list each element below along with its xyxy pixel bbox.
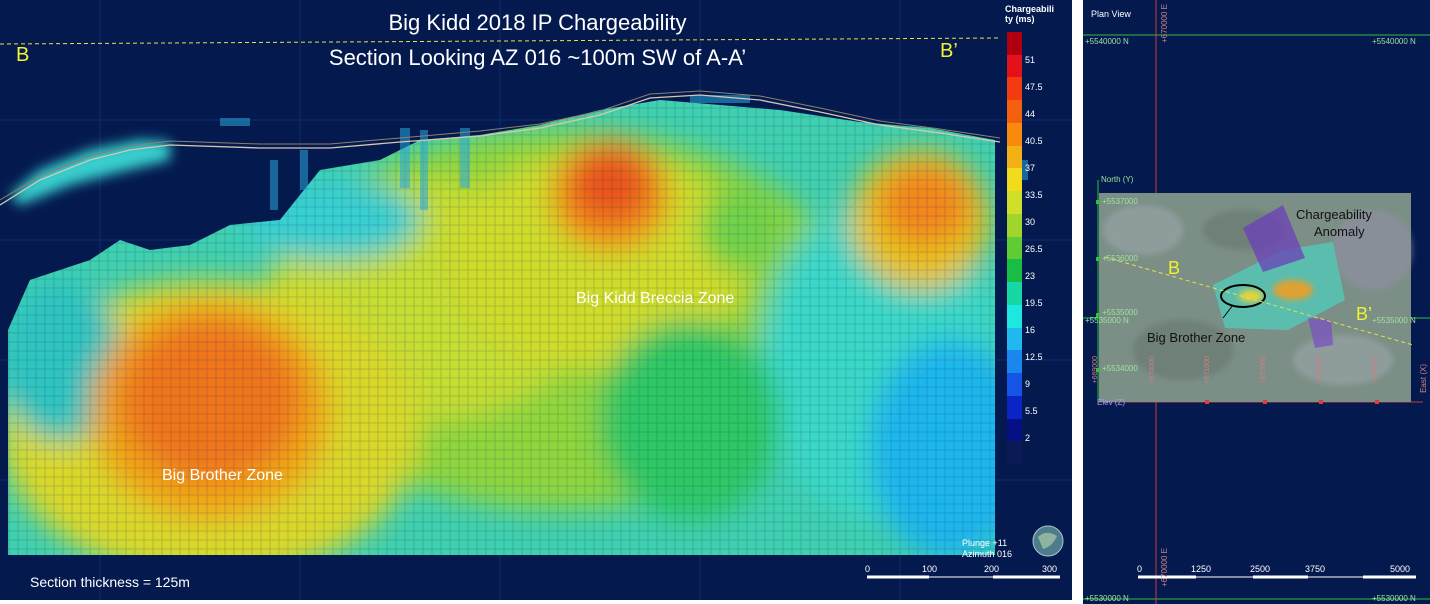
legend-tick-label: 16 <box>1025 325 1036 335</box>
legend-tick-label: 51 <box>1025 55 1036 65</box>
legend-tick-label: 23 <box>1025 271 1036 281</box>
elev-axis-label: Elev (Z) <box>1097 398 1125 407</box>
grid-label-mid-left: +5535000 N <box>1085 316 1129 325</box>
legend-tick-label: 26.5 <box>1025 244 1043 254</box>
legend-color-swatch <box>1007 77 1022 101</box>
azimuth-label: Azimuth 016 <box>962 549 1013 559</box>
legend-color-swatch <box>1007 236 1022 260</box>
legend-title: Chargeabili ty (ms) <box>1005 4 1054 24</box>
plan-view-map <box>1083 0 1430 604</box>
section-thickness-label: Section thickness = 125m <box>30 574 190 590</box>
legend-color-swatch <box>1007 282 1022 306</box>
grid-label-mid-right: +5535000 N <box>1372 316 1416 325</box>
east-tick-label: +672000 <box>1260 356 1267 384</box>
section-scale-tick: 300 <box>1042 564 1058 574</box>
label-big-brother-zone: Big Brother Zone <box>162 467 283 484</box>
plan-scale-tick: 5000 <box>1390 564 1411 574</box>
plan-scale-tick: 1250 <box>1191 564 1212 574</box>
legend-color-swatch <box>1007 145 1022 169</box>
plan-view-title: Plan View <box>1091 9 1131 19</box>
legend-color-swatch <box>1007 259 1022 283</box>
plan-scale-tick: 2500 <box>1250 564 1271 574</box>
legend-tick-label: 33.5 <box>1025 190 1043 200</box>
plan-scale-tick: 3750 <box>1305 564 1326 574</box>
east-tick-label: +669000 <box>1092 356 1099 384</box>
legend-color-swatch <box>1007 304 1022 329</box>
legend-color-swatch <box>1007 54 1022 78</box>
legend-tick-label: 12.5 <box>1025 352 1043 362</box>
legend-title-line2: ty (ms) <box>1005 14 1035 24</box>
legend-color-swatch <box>1007 395 1022 420</box>
legend-color-swatch <box>1007 350 1022 374</box>
legend-color-swatch <box>1007 32 1022 56</box>
grid-label-bottom-right: +5530000 N <box>1372 594 1416 603</box>
section-title-line1: Big Kidd 2018 IP Chargeability <box>388 10 687 35</box>
legend-tick-label: 5.5 <box>1025 406 1038 416</box>
legend-color-swatch <box>1007 213 1022 238</box>
east-axis-label: East (X) <box>1419 364 1428 393</box>
section-view-panel[interactable]: Big Kidd 2018 IP Chargeability Section L… <box>0 0 1072 600</box>
legend-tick-label: 44 <box>1025 109 1036 119</box>
north-tick-label: +5537000 <box>1102 197 1138 206</box>
legend-color-swatch <box>1007 100 1022 124</box>
section-label-b-prime: B’ <box>940 40 958 62</box>
label-big-kidd-breccia-zone: Big Kidd Breccia Zone <box>576 290 735 307</box>
north-tick-label: +5534000 <box>1102 364 1138 373</box>
legend-color-swatch <box>1007 327 1022 351</box>
legend-color-swatch <box>1007 168 1022 192</box>
north-tick-label: +5535000 <box>1102 308 1138 317</box>
legend-title-line1: Chargeabili <box>1005 4 1055 14</box>
chargeability-anomaly-label: Chargeability Anomaly <box>1296 206 1372 240</box>
grid-label-top-right: +5540000 N <box>1372 37 1416 46</box>
plan-view-panel[interactable]: Plan View +5540000 N +5540000 N +5535000… <box>1083 0 1430 604</box>
east-tick-label: +670000 <box>1149 356 1156 384</box>
legend-tick-label: 37 <box>1025 163 1036 173</box>
anomaly-label-line2: Anomaly <box>1314 224 1365 239</box>
plan-label-b: B <box>1168 258 1181 278</box>
legend-color-swatch <box>1007 441 1022 465</box>
plan-big-brother-zone-label: Big Brother Zone <box>1147 330 1246 345</box>
chargeability-colorbar <box>1007 32 1022 465</box>
legend-color-swatch <box>1007 418 1022 442</box>
anomaly-label-line1: Chargeability <box>1296 207 1372 222</box>
section-title-line2: Section Looking AZ 016 ~100m SW of A-A’ <box>328 45 747 70</box>
section-label-b: B <box>16 44 30 66</box>
grid-label-vertical-top: +670000 E <box>1160 4 1169 43</box>
legend-tick-label: 9 <box>1025 379 1031 389</box>
chargeability-section-image <box>0 0 1072 600</box>
section-scale-tick: 200 <box>984 564 1000 574</box>
plan-scale-tick: 0 <box>1137 564 1143 574</box>
plan-label-b-prime: B’ <box>1356 304 1373 324</box>
legend-color-swatch <box>1007 122 1022 147</box>
east-tick-label: +673000 <box>1316 356 1323 384</box>
orientation-globe-icon <box>1032 525 1064 557</box>
east-tick-label: +674000 <box>1372 356 1379 384</box>
north-tick-label: +5536000 <box>1102 254 1138 263</box>
legend-tick-label: 47.5 <box>1025 82 1043 92</box>
grid-label-vertical-bottom: +670000 E <box>1160 548 1169 587</box>
legend-tick-label: 30 <box>1025 217 1036 227</box>
legend-tick-label: 2 <box>1025 433 1031 443</box>
grid-label-bottom-left: +5530000 N <box>1085 594 1129 603</box>
legend-tick-label: 19.5 <box>1025 298 1043 308</box>
grid-label-top-left: +5540000 N <box>1085 37 1129 46</box>
legend-color-swatch <box>1007 373 1022 397</box>
plunge-label: Plunge +11 <box>962 538 1008 548</box>
legend-tick-label: 40.5 <box>1025 136 1043 146</box>
section-scale-tick: 100 <box>922 564 938 574</box>
east-tick-label: +671000 <box>1204 356 1211 384</box>
section-scale-tick: 0 <box>865 564 871 574</box>
north-axis-label: North (Y) <box>1101 175 1134 184</box>
legend-color-swatch <box>1007 191 1022 215</box>
